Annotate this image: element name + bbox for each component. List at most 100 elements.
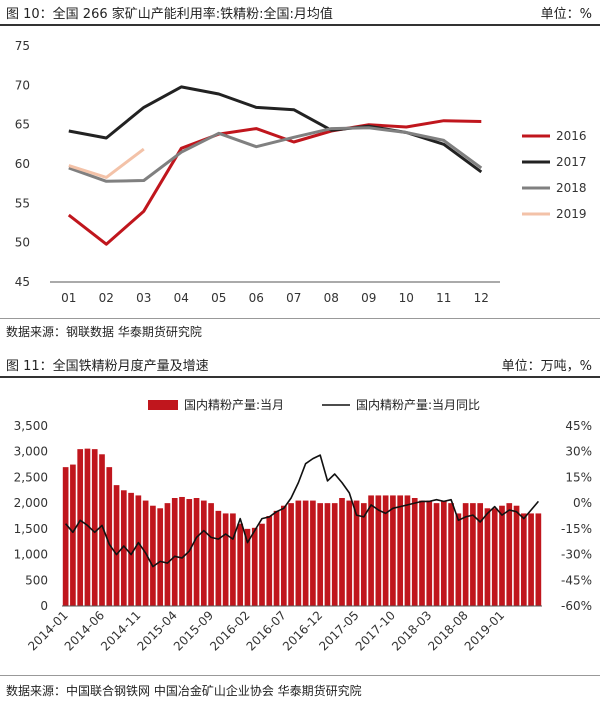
output-bar [237,523,244,606]
output-bar [302,500,309,606]
y-left-tick-label: 1,000 [14,548,48,562]
figure-11-header: 图 11：全国铁精粉月度产量及增速 单位：万吨，% [0,352,600,378]
output-bar [193,498,200,606]
output-bar [477,503,484,606]
output-bar [244,528,251,606]
legend-label-2018: 2018 [556,181,587,195]
x-tick-label: 09 [361,291,376,305]
output-bar [528,513,534,606]
output-bar [273,510,280,606]
output-bar [259,523,265,606]
y-left-tick-label: 2,000 [14,496,48,510]
output-bar [506,503,513,606]
output-bar [491,508,498,606]
legend-label-monthly-output: 国内精粉产量:当月 [184,398,284,412]
y-left-tick-label: 3,500 [14,419,48,433]
series-line-2019 [68,147,145,179]
output-bar [499,505,505,606]
figure-11-title: 图 11：全国铁精粉月度产量及增速 [6,359,209,374]
x-tick-label: 04 [174,291,189,305]
figure-10-bottom-rule [0,318,600,319]
output-bar [484,508,491,606]
output-bar [448,503,454,606]
x-tick-label: 08 [324,291,339,305]
output-bar [171,498,178,606]
x-tick-label: 01 [61,291,76,305]
x-tick-label: 12 [474,291,489,305]
x-tick-label: 07 [286,291,301,305]
output-bar [222,513,229,606]
output-bar [324,503,331,606]
y-left-tick-label: 0 [40,599,48,613]
output-bar [310,500,316,606]
output-bar [208,503,214,606]
output-bar [317,503,324,606]
output-bar [360,503,367,606]
y-right-tick-label: -45% [561,573,592,587]
output-bar [368,495,374,606]
y-left-tick-label: 2,500 [14,470,48,484]
output-bar [70,464,76,606]
output-bar [455,513,462,606]
x-tick-label: 10 [399,291,414,305]
output-bar [179,496,185,606]
output-bar [288,503,294,606]
output-bar [99,454,105,606]
series-line-2018 [68,126,483,183]
figure-10-top-rule [0,24,600,26]
capacity-utilization-line-chart: 01 02 03 04 05 06 07 08 09 10 11 12 45 50 55 60 65 70 75 20… [15,39,587,305]
y-tick-label: 50 [15,236,30,250]
output-bar [346,500,353,606]
figure-10-source: 数据来源：钢联数据 华泰期货研究院 [6,325,202,339]
output-bar [426,500,433,606]
output-bar [513,505,520,606]
output-bar [397,495,404,606]
output-bar [135,495,142,606]
legend-swatch-monthly-output [148,400,178,410]
output-bar [113,485,120,606]
x-tick-label: 02 [99,291,114,305]
legend-label-yoy: 国内精粉产量:当月同比 [356,398,480,412]
figure-11-bottom-rule [0,675,600,676]
y-right-tick-label: 15% [565,470,592,484]
y-tick-label: 75 [15,39,30,53]
output-bar [375,495,382,606]
x-tick-label: 06 [249,291,264,305]
output-bar [382,495,389,606]
y-tick-label: 55 [15,196,30,210]
output-bar [215,510,222,606]
output-bar [411,498,418,606]
legend-label-2016: 2016 [556,129,587,143]
output-bar [84,448,91,606]
output-bar [106,467,113,606]
output-bar [280,505,287,606]
output-bar [390,495,396,606]
y-left-tick-label: 3,000 [14,445,48,459]
output-bar [91,449,98,606]
legend-label-2017: 2017 [556,155,587,169]
y-left-tick-label: 500 [25,573,48,587]
output-bar [295,500,302,606]
y-right-tick-label: 30% [565,445,592,459]
y-tick-label: 45 [15,275,30,289]
output-bar [440,500,447,606]
y-left-tick-label: 1,500 [14,522,48,536]
output-bar [433,503,440,606]
output-bar [535,513,542,606]
legend-label-2019: 2019 [556,207,587,221]
figure-11-unit: 单位：万吨，% [501,359,592,374]
output-bar [200,500,207,606]
iron-concentrate-output-bar-chart: 国内精粉产量:当月 国内精粉产量:当月同比 0 500 1,000 1,500 2,000 2… [14,398,592,654]
output-bar [470,503,476,606]
output-bar [266,516,273,606]
figure-10-title: 图 10：全国 266 家矿山产能利用率:铁精粉:全国:月均值 [6,7,333,22]
y-right-tick-label: -30% [561,548,592,562]
y-tick-label: 70 [15,78,30,92]
y-right-tick-label: -15% [561,522,592,536]
output-bar [77,449,84,606]
output-bar [404,495,411,606]
output-bar [62,467,69,606]
output-bar [230,513,236,606]
x-tick-label: 2019-01 [462,608,507,653]
output-bar [186,499,193,606]
